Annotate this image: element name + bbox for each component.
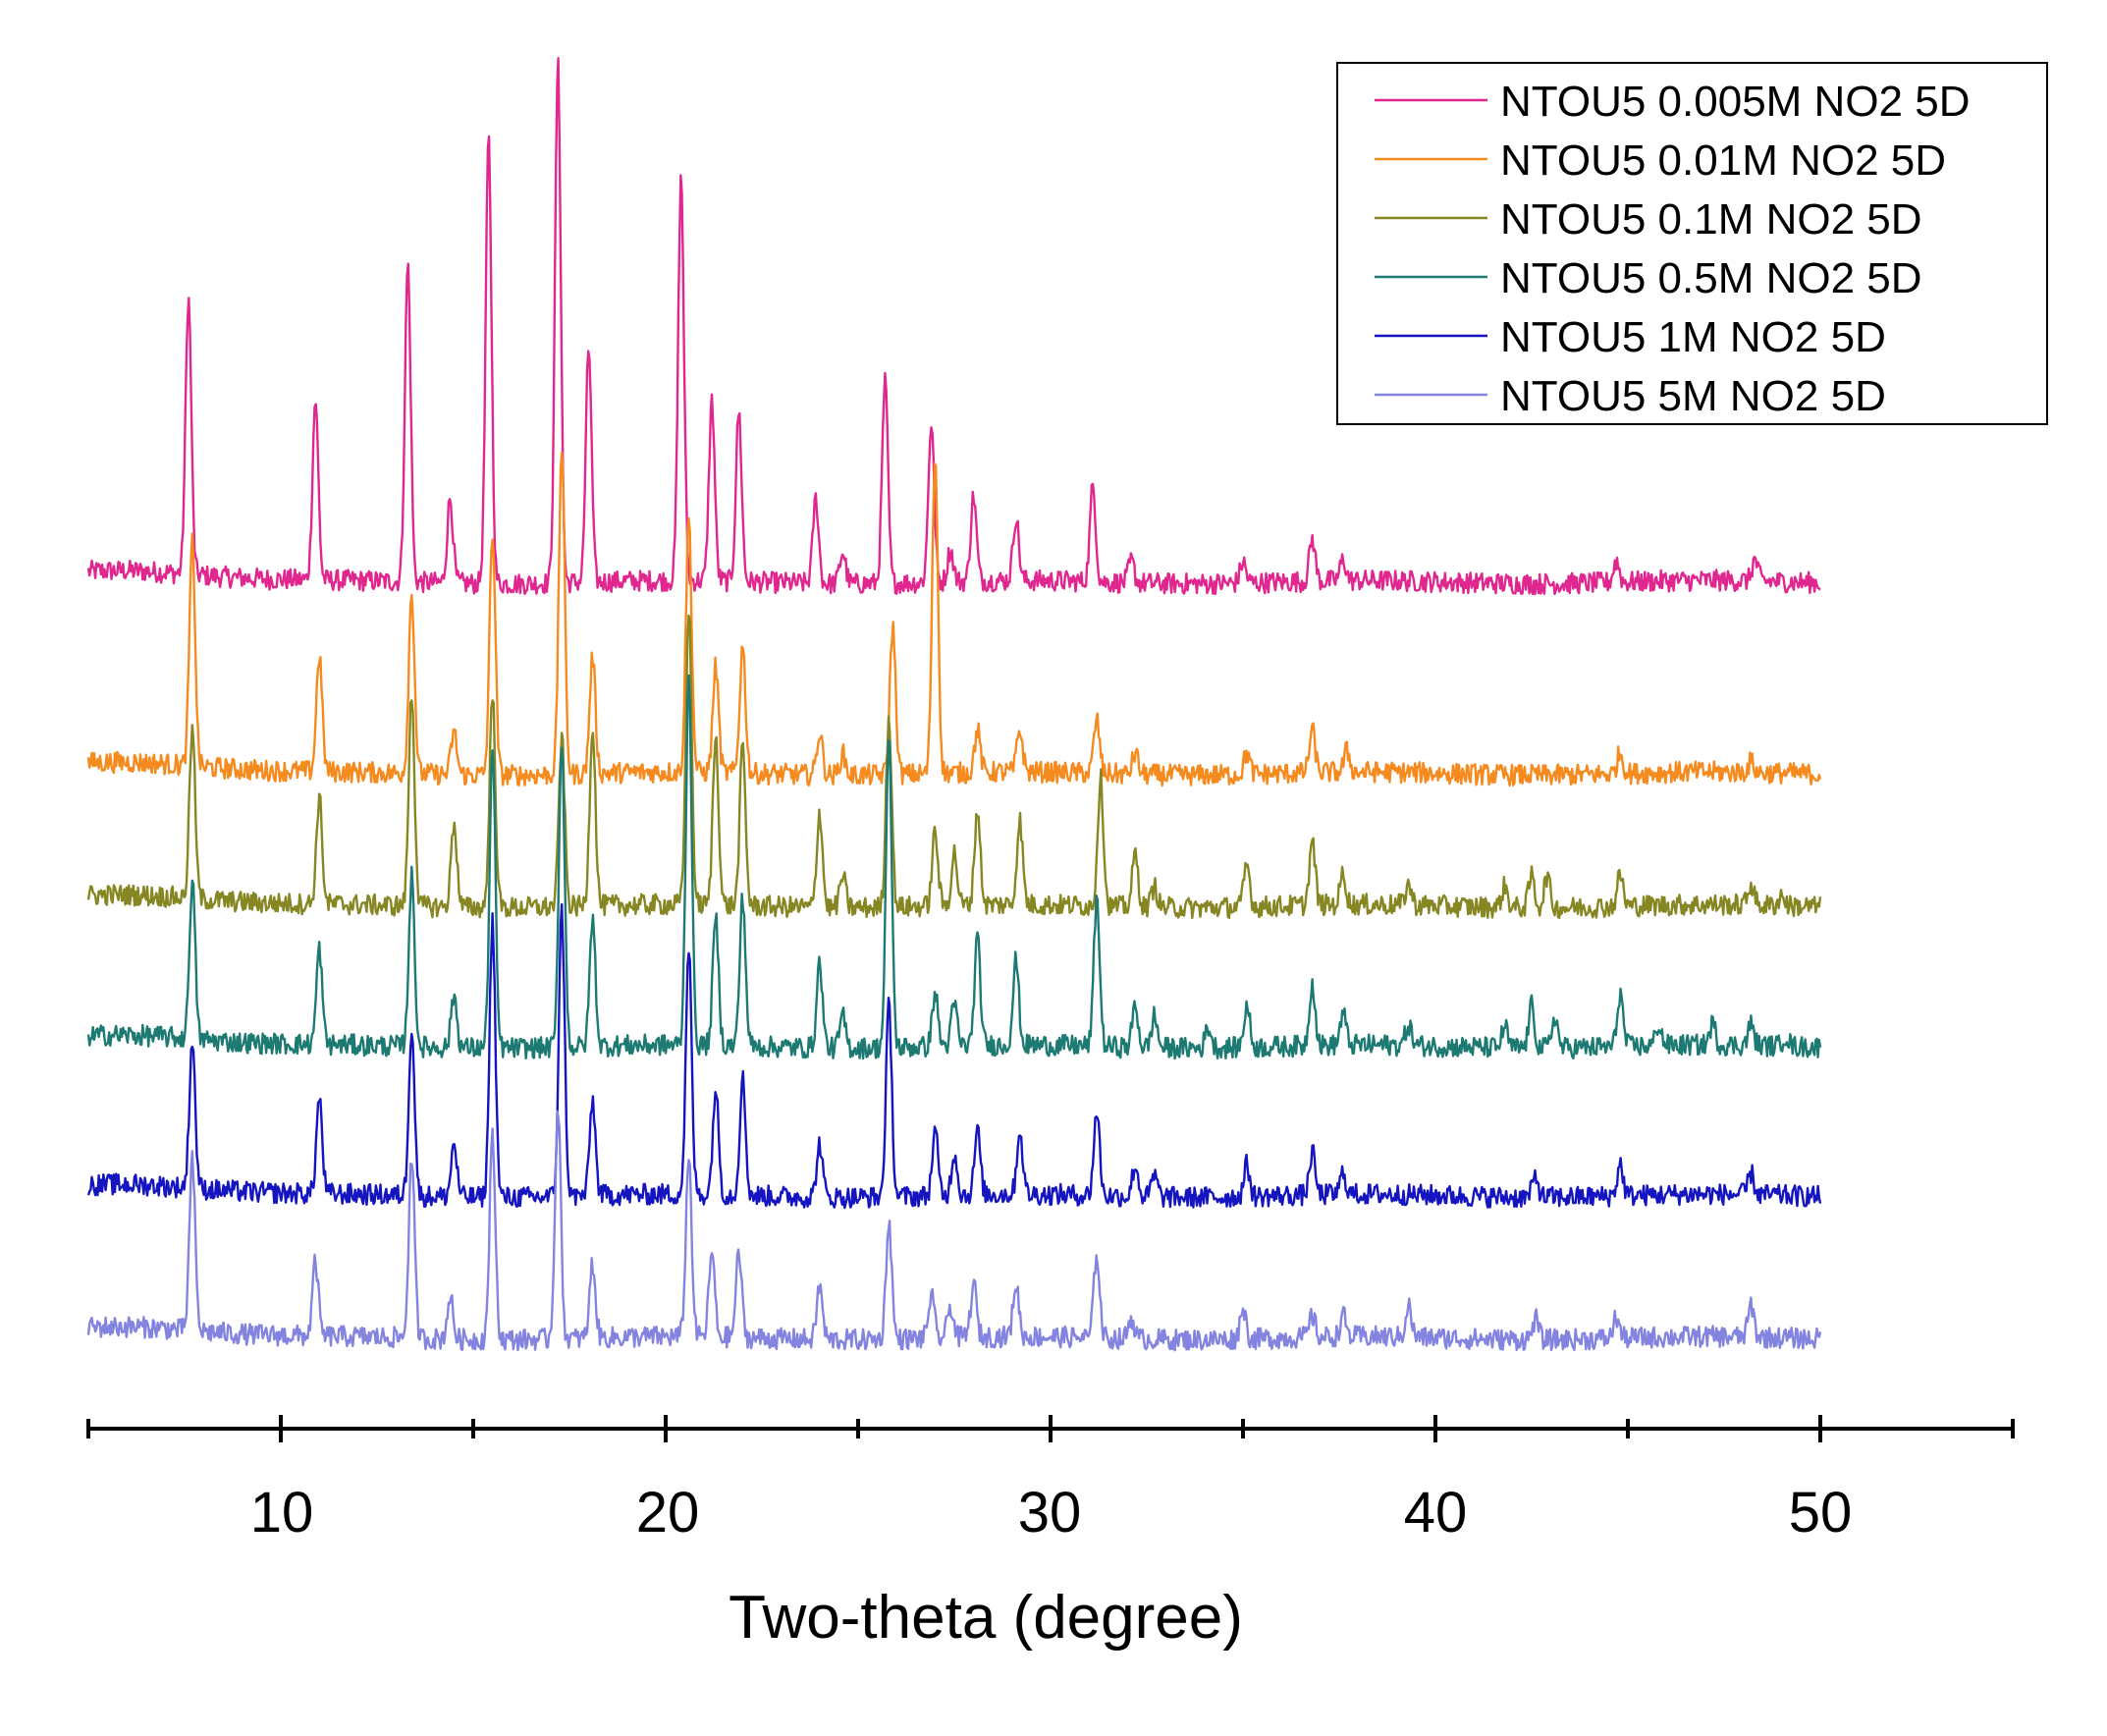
legend-label: NTOU5 0.01M NO2 5D — [1500, 136, 1946, 185]
series-layer — [86, 57, 1822, 1352]
legend-label: NTOU5 0.005M NO2 5D — [1500, 78, 1970, 126]
legend-label: NTOU5 0.1M NO2 5D — [1500, 195, 1922, 244]
x-axis — [86, 1415, 2015, 1442]
x-tick-label: 40 — [1404, 1481, 1468, 1545]
x-tick-label: 10 — [250, 1481, 314, 1545]
legend-box — [1336, 62, 2048, 425]
series-line — [86, 57, 1821, 596]
x-axis-title: Two-theta (degree) — [729, 1584, 1243, 1652]
series-line — [86, 674, 1822, 1060]
x-tick-label: 50 — [1789, 1481, 1853, 1545]
legend-label: NTOU5 5M NO2 5D — [1500, 372, 1886, 420]
legend-label: NTOU5 1M NO2 5D — [1500, 313, 1886, 361]
legend-label: NTOU5 0.5M NO2 5D — [1500, 254, 1922, 302]
legend: NTOU5 0.005M NO2 5D NTOU5 0.01M NO2 5D NTO… — [1336, 62, 2048, 425]
x-tick-label: 30 — [1018, 1481, 1082, 1545]
series-line — [86, 451, 1822, 787]
series-line — [86, 614, 1822, 919]
series-line — [86, 1110, 1822, 1352]
series-line — [86, 902, 1822, 1210]
x-tick-label: 20 — [636, 1481, 700, 1545]
